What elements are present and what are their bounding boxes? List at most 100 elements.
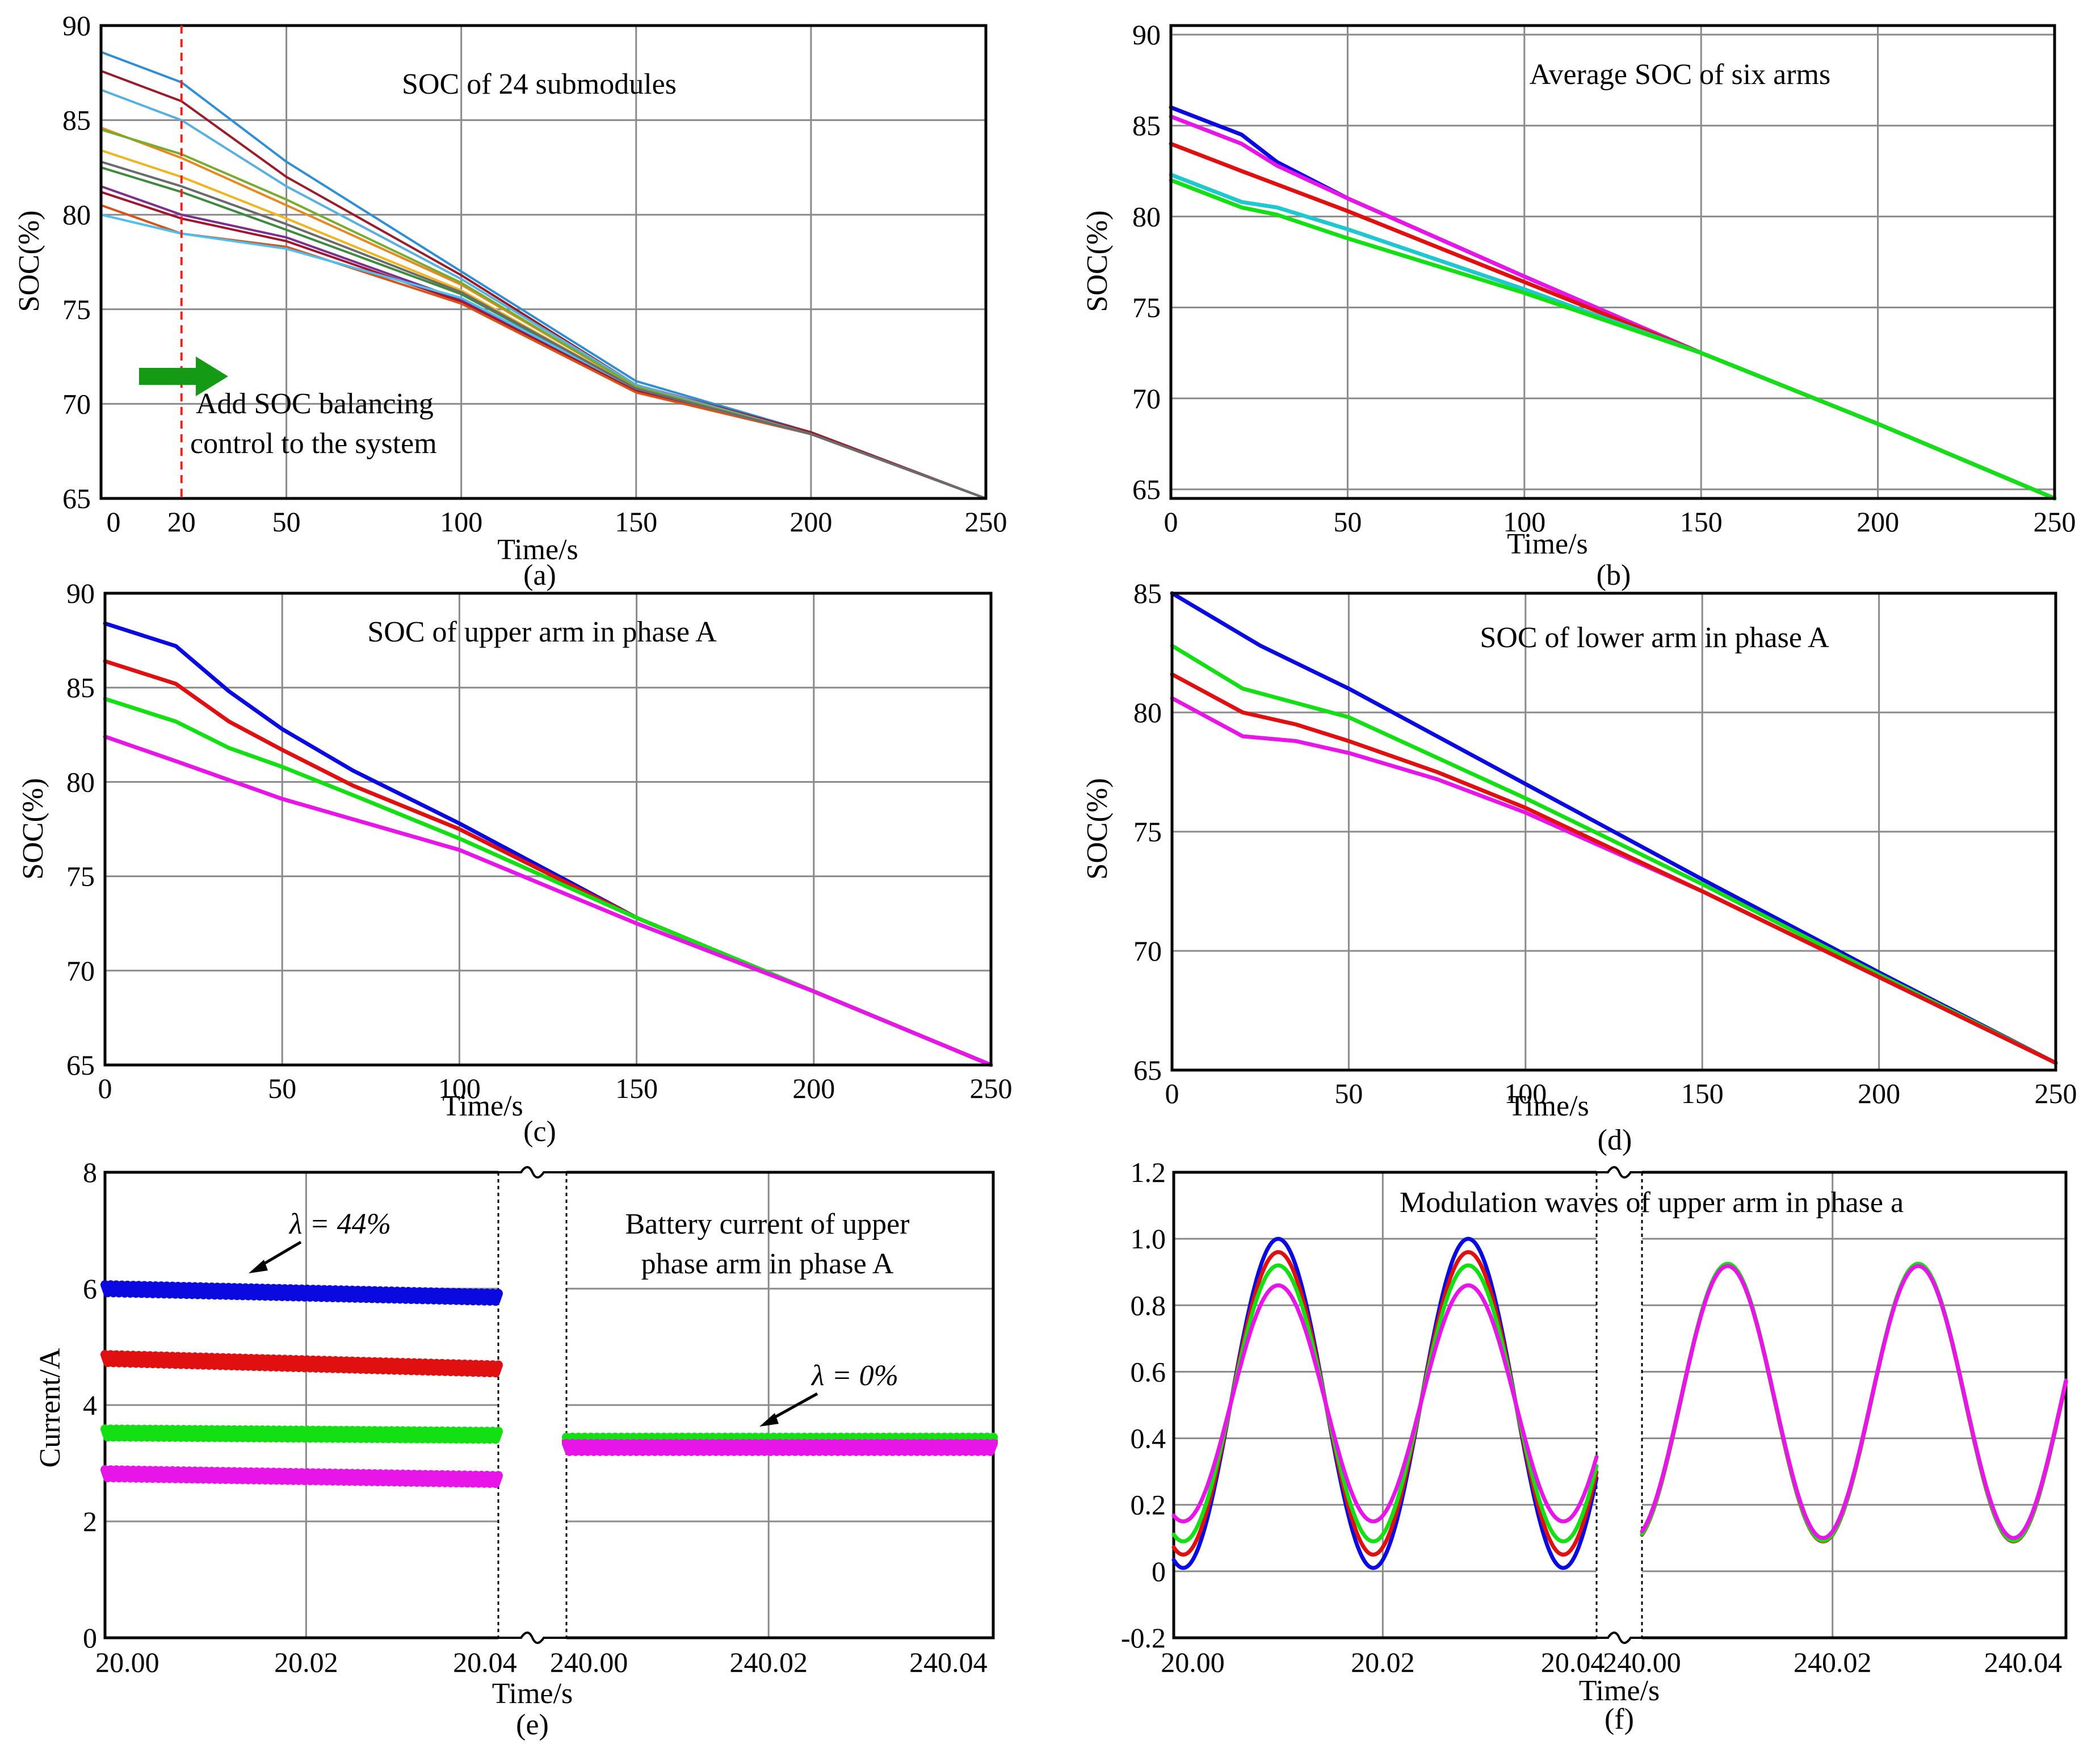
plot-frame [1170, 592, 2057, 1072]
x-tick-label: 240.04 [1984, 1646, 2063, 1678]
green-arrow-icon [139, 357, 228, 396]
y-tick-label: 85 [66, 672, 95, 703]
annotation-arrow [768, 1392, 818, 1422]
x-tick-label: 100 [440, 506, 482, 538]
subplot-label: (a) [523, 559, 556, 592]
chart-title-line-1: Battery current of upper [625, 1208, 909, 1240]
x-tick-label: 0 [1164, 506, 1178, 538]
arrow-head-icon [249, 1260, 268, 1273]
x-tick-label: 200 [1858, 1077, 1900, 1109]
modulation-wave-sm4 [1640, 1264, 2068, 1540]
y-tick-label: 75 [66, 861, 95, 892]
y-tick-label: 1.2 [1131, 1156, 1166, 1188]
y-tick-label: 80 [1133, 697, 1162, 728]
x-tick-label: 0 [107, 506, 121, 538]
x-tick-label: 100 [1503, 506, 1545, 538]
current-trace-sm2 [100, 1350, 503, 1378]
y-tick-label: 85 [1132, 110, 1161, 141]
x-tick-label: 0 [98, 1072, 112, 1104]
y-tick-label: 4 [83, 1389, 97, 1421]
chart-title: SOC of upper arm in phase A [367, 616, 717, 648]
chart-b: 65 70 75 80 85 90 0 50 100 150 200 250 Average SOC o… [1081, 19, 2076, 592]
x-tick-label: 50 [268, 1072, 296, 1104]
x-tick-label: 150 [615, 1072, 658, 1104]
chart-title: Average SOC of six arms [1530, 58, 1831, 91]
series-line-sm4 [1170, 672, 2058, 1065]
series-line-sm12 [100, 160, 987, 500]
chart-a: 65 70 75 80 85 90 0 20 50 100 150 200 250 SOC of 24 s… [13, 10, 1007, 592]
y-tick-label: 65 [1133, 1054, 1162, 1086]
axis-break-gap [498, 1169, 566, 1641]
chart-f: -0.200.20.40.60.81.01.220.00 20.02 20.0424… [1121, 1156, 2068, 1735]
y-tick-label: 80 [62, 199, 91, 230]
series-line-sm4 [103, 735, 993, 1067]
y-tick-label: 80 [1132, 200, 1161, 232]
y-tick-label: 0.4 [1131, 1423, 1166, 1454]
axis-break-symbol [1597, 1166, 1642, 1179]
y-tick-label: 0.6 [1131, 1356, 1166, 1387]
axis-break-symbol [1597, 1632, 1642, 1644]
x-tick-label: 150 [1680, 506, 1723, 538]
y-tick-label: 90 [62, 10, 91, 41]
subplot-label: (e) [516, 1709, 549, 1741]
y-tick-label: 85 [62, 104, 91, 136]
series-line-arm-5 [1169, 178, 2057, 501]
y-tick-label: 70 [66, 955, 95, 987]
chart-title: Modulation waves of upper arm in phase a [1400, 1186, 1904, 1219]
x-tick-label: 240.02 [1794, 1646, 1872, 1678]
plot-frame-right [1642, 1171, 2068, 1639]
y-tick-label: 75 [62, 293, 91, 325]
y-tick-label: 1.0 [1131, 1223, 1166, 1255]
x-tick-label: 250 [2034, 506, 2076, 538]
y-tick-label: 6 [83, 1273, 97, 1305]
chart-e: 0 2 4 6 8 20.00 20.02 20.04 240.00 240.02 240.04 Ti… [34, 1156, 998, 1741]
y-tick-label: 70 [1133, 935, 1162, 967]
x-tick-label: 100 [1504, 1077, 1547, 1109]
current-trace-sm4 [562, 1439, 998, 1456]
x-axis-label: Time/s [1579, 1675, 1660, 1707]
y-tick-label: 80 [66, 766, 95, 798]
modulation-wave-sm4 [1171, 1283, 1599, 1524]
y-tick-label: 90 [66, 577, 95, 609]
plot-frame [99, 24, 988, 500]
plot-frame-right [566, 1171, 995, 1639]
axis-break-symbol [498, 1166, 566, 1179]
subplot-label: (f) [1605, 1703, 1634, 1735]
lambda-annotation: λ = 0% [810, 1360, 898, 1392]
annotation-arrow [257, 1240, 302, 1269]
chart-title: SOC of 24 submodules [402, 68, 677, 100]
current-trace-sm3 [100, 1424, 503, 1444]
chart-title: SOC of lower arm in phase A [1480, 622, 1829, 654]
y-tick-label: 70 [62, 388, 91, 420]
plot-frame [1169, 24, 2056, 500]
y-axis-label: Current/A [34, 1348, 66, 1467]
y-tick-label: 0.2 [1131, 1489, 1166, 1521]
x-tick-label: 200 [789, 506, 832, 538]
y-tick-label: 0 [83, 1622, 97, 1654]
y-tick-label: 2 [83, 1506, 97, 1537]
x-axis-label: Time/s [497, 534, 578, 566]
x-tick-label: 100 [438, 1072, 481, 1104]
chart-title-line-2: phase arm in phase A [641, 1248, 894, 1280]
x-tick-label: 20.02 [274, 1646, 338, 1678]
x-tick-label: 20.04 [1541, 1646, 1605, 1678]
x-tick-label: 150 [1681, 1077, 1724, 1109]
series-line-sm2 [1170, 643, 2058, 1065]
x-tick-label: 250 [970, 1072, 1013, 1104]
x-tick-label: 20.00 [1161, 1646, 1225, 1678]
series-line-sm1 [1170, 591, 2058, 1065]
current-trace-sm4 [100, 1465, 503, 1488]
x-tick-label: 20.02 [1351, 1646, 1415, 1678]
arrow-head-icon [759, 1413, 779, 1427]
annotation-line-1: Add SOC balancing [196, 388, 434, 420]
y-axis-label: SOC(%) [13, 210, 45, 312]
y-tick-label: 65 [1132, 473, 1161, 505]
x-tick-label: 240.04 [909, 1646, 988, 1678]
subplot-label: (c) [523, 1116, 556, 1148]
x-tick-label: 200 [1857, 506, 1899, 538]
x-tick-label: 240.00 [1603, 1646, 1681, 1678]
x-axis-label: Time/s [1507, 528, 1588, 560]
x-tick-label: 250 [965, 506, 1007, 538]
y-axis-label: SOC(%) [17, 778, 49, 879]
y-axis-label: SOC(%) [1081, 210, 1114, 312]
